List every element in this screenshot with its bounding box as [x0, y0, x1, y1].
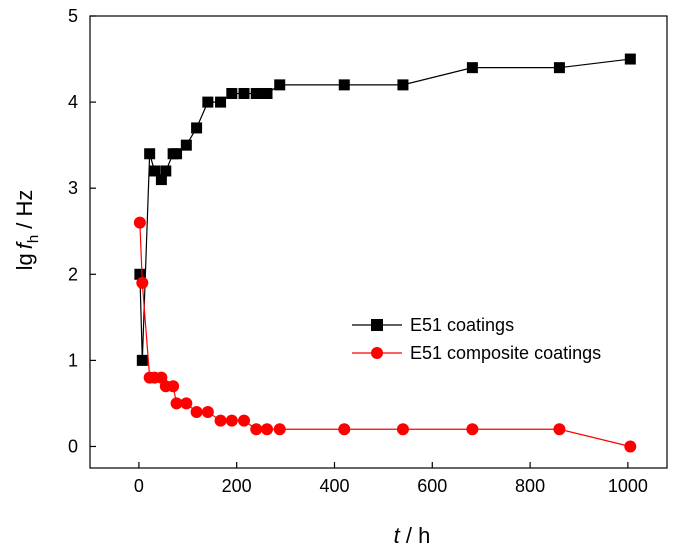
data-point-e51-coatings: [202, 96, 214, 108]
y-tick-label: 3: [68, 178, 78, 198]
data-point-e51-coatings: [226, 87, 238, 99]
y-axis-unit: / Hz: [12, 190, 37, 235]
series-line-e51-coatings: [139, 58, 631, 361]
data-point-e51-coatings: [274, 79, 286, 91]
y-tick-label: 5: [68, 6, 78, 26]
x-axis-title: t / h: [394, 523, 431, 548]
data-point-e51-composite-coatings: [167, 380, 180, 393]
data-point-e51-coatings: [191, 122, 203, 134]
data-point-e51-composite-coatings: [190, 406, 203, 419]
data-point-e51-coatings: [553, 62, 565, 74]
data-point-e51-composite-coatings: [214, 414, 227, 427]
data-point-e51-coatings: [215, 96, 227, 108]
data-point-e51-composite-coatings: [273, 423, 286, 436]
data-point-e51-coatings: [624, 53, 636, 65]
data-point-e51-coatings: [180, 139, 192, 151]
y-tick-label: 1: [68, 350, 78, 370]
data-point-e51-composite-coatings: [201, 406, 214, 419]
x-axis-ticks: 0 200 400 600 800 1000: [134, 462, 648, 496]
legend-marker-e51-composite-coatings: [371, 347, 383, 359]
data-point-e51-composite-coatings: [553, 423, 566, 436]
data-point-e51-coatings: [144, 148, 156, 160]
y-tick-label: 2: [68, 264, 78, 284]
data-point-e51-composite-coatings: [250, 423, 263, 436]
data-point-e51-composite-coatings: [466, 423, 479, 436]
y-axis-subscript: h: [25, 235, 42, 243]
plot-area-frame: [89, 15, 668, 469]
data-point-e51-coatings: [338, 79, 350, 91]
y-axis-variable: f: [12, 240, 37, 249]
x-tick-label: 800: [515, 476, 545, 496]
data-point-e51-coatings: [134, 268, 146, 280]
x-tick-label: 600: [417, 476, 447, 496]
data-point-e51-composite-coatings: [180, 397, 193, 410]
data-point-e51-coatings: [238, 87, 250, 99]
data-point-e51-composite-coatings: [261, 423, 274, 436]
data-point-e51-composite-coatings: [624, 440, 637, 453]
x-tick-label: 1000: [608, 476, 648, 496]
data-point-e51-composite-coatings: [338, 423, 351, 436]
y-axis-prefix: lg: [12, 253, 37, 270]
data-point-e51-composite-coatings: [225, 414, 238, 427]
legend: E51 coatings E51 composite coatings: [352, 315, 601, 363]
x-tick-label: 400: [319, 476, 349, 496]
y-axis-ticks: 0 1 2 3 4 5: [68, 6, 96, 456]
y-tick-label: 4: [68, 92, 78, 112]
data-point-e51-coatings: [397, 79, 409, 91]
x-tick-label: 200: [222, 476, 252, 496]
data-point-e51-coatings: [155, 174, 167, 186]
series-layer: [133, 53, 637, 453]
y-axis-title: lg fh / Hz: [12, 190, 42, 271]
data-point-e51-composite-coatings: [396, 423, 409, 436]
data-point-e51-composite-coatings: [136, 276, 149, 289]
data-point-e51-coatings: [261, 87, 273, 99]
data-point-e51-composite-coatings: [133, 216, 146, 229]
data-point-e51-composite-coatings: [170, 397, 183, 410]
legend-label-e51-composite-coatings: E51 composite coatings: [410, 343, 601, 363]
data-point-e51-coatings: [160, 165, 172, 177]
x-tick-label: 0: [134, 476, 144, 496]
legend-label-e51-coatings: E51 coatings: [410, 315, 514, 335]
data-point-e51-coatings: [466, 62, 478, 74]
x-axis-unit: / h: [400, 523, 431, 548]
data-point-e51-coatings: [250, 87, 262, 99]
data-point-e51-coatings: [136, 354, 148, 366]
data-point-e51-coatings: [171, 148, 183, 160]
data-point-e51-coatings: [149, 165, 161, 177]
data-point-e51-composite-coatings: [238, 414, 251, 427]
y-tick-label: 0: [68, 436, 78, 456]
legend-marker-e51-coatings: [371, 319, 383, 331]
x-axis-variable: t: [394, 523, 401, 548]
